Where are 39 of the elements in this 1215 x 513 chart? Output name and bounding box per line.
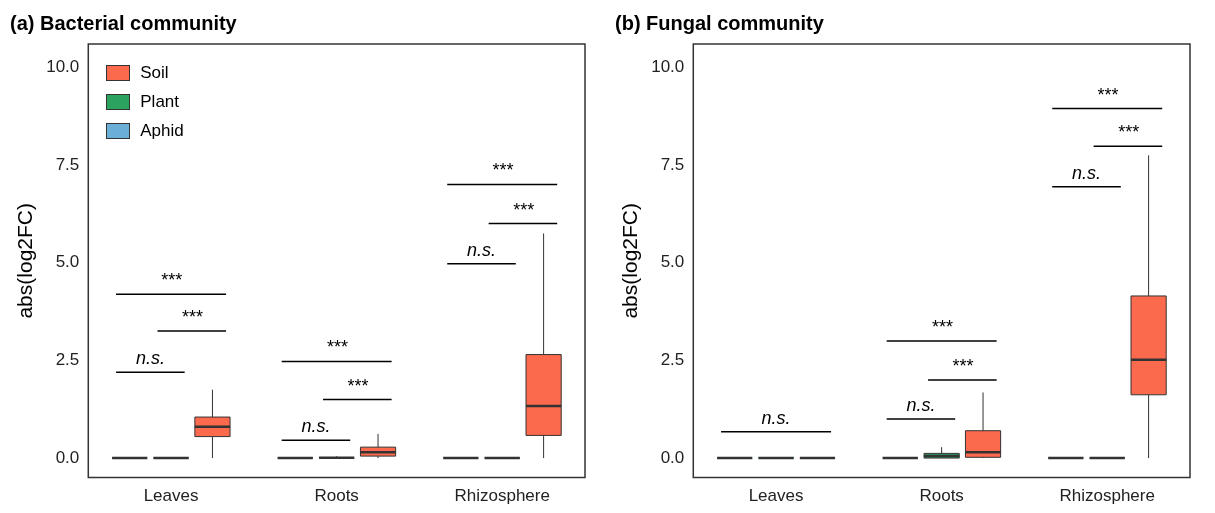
annotation: *** [491,160,514,181]
x-tick-label: Roots [919,486,964,506]
annotation: *** [1096,84,1119,105]
y-axis-title: abs(log2FC) [13,203,37,319]
legend-label: Plant [140,91,180,113]
x-tick-label: Leaves [748,486,804,506]
y-tick-label: 0.0 [660,447,685,467]
x-tick-label: Roots [314,486,359,506]
annotation: n.s. [906,395,936,416]
annotation: n.s. [761,407,791,428]
annotation: n.s. [1072,162,1102,183]
annotation: *** [1117,122,1140,143]
y-tick-label: 5.0 [660,252,685,272]
annotation: *** [512,199,535,220]
y-tick-label: 2.5 [660,350,685,370]
annotation: *** [181,307,204,328]
y-tick-label: 2.5 [55,350,80,370]
y-tick-label: 7.5 [660,154,685,174]
y-tick-label: 10.0 [46,57,80,77]
y-tick-label: 0.0 [55,447,80,467]
annotation: *** [951,356,974,377]
x-tick-label: Leaves [143,486,199,506]
chart-title: (a) Bacterial community [10,11,238,34]
annotation: *** [326,337,349,358]
annotation: *** [160,270,183,291]
annotation: n.s. [467,239,497,260]
y-tick-label: 5.0 [55,252,80,272]
chart-title: (b) Fungal community [615,11,825,34]
annotation: n.s. [135,348,165,369]
y-axis-title: abs(log2FC) [618,203,642,319]
x-tick-label: Rhizosphere [1059,486,1155,506]
legend-label: Aphid [140,120,184,142]
y-tick-label: 10.0 [651,57,685,77]
annotation: *** [931,317,954,338]
y-tick-label: 7.5 [55,154,80,174]
annotation: n.s. [301,416,331,437]
annotation: *** [346,375,369,396]
x-tick-label: Rhizosphere [454,486,550,506]
legend-label: Soil [140,62,169,84]
